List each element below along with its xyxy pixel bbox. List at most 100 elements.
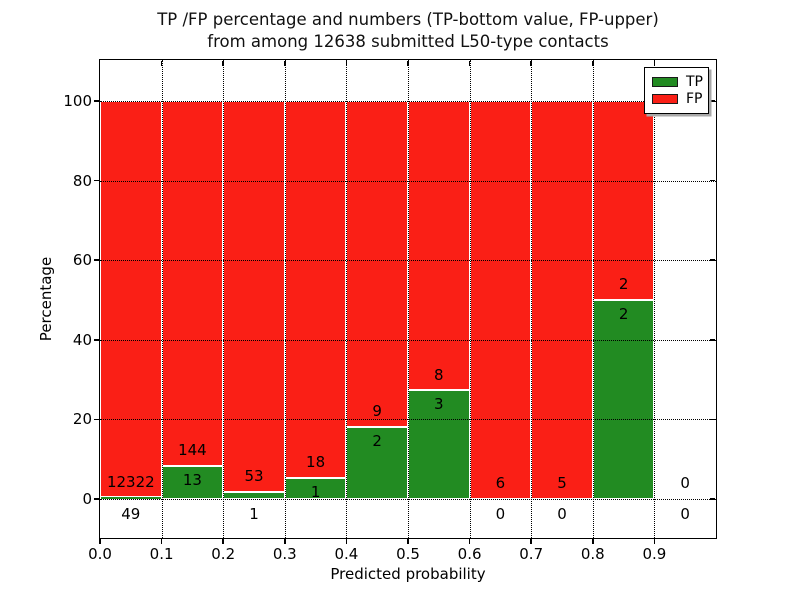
bars-layer [100, 60, 716, 538]
x-tick-top-0.9 [653, 61, 656, 66]
x-tick-top-0.8 [592, 61, 594, 66]
y-tick-left-40 [93, 339, 99, 341]
bar-value-labels-layer: 12322 49 144 13 53 1 18 1 9 2 8 3 6 0 5 0 2 2 0 0 [100, 60, 716, 538]
bar-fp-0.5-0.6 [408, 101, 470, 391]
plot-area: 12322 49 144 13 53 1 18 1 9 2 8 3 6 0 5 0 2 2 0 0 [99, 59, 717, 539]
x-tick-bottom-0.4 [345, 539, 348, 544]
x-tick-label-0.2: 0.2 [211, 545, 236, 563]
gridline-v-0.3 [284, 60, 286, 538]
chart-title-line2: from among 12638 submitted L50-type cont… [207, 32, 609, 51]
bar-label-fp-0.4-0.5: 9 [372, 401, 382, 420]
x-tick-top-0.6 [468, 61, 471, 66]
x-tick-bottom-0.5 [407, 539, 409, 544]
x-tick-bottom-0.9 [653, 539, 656, 544]
bar-fp-0.0-0.1 [100, 101, 162, 498]
bar-label-tp-0.1-0.2: 13 [182, 470, 202, 489]
gridline-v-0.4 [346, 60, 348, 538]
bar-fp-0.8-0.9 [592, 101, 655, 300]
bar-label-fp-0.7-0.8: 5 [557, 474, 567, 493]
legend-item-tp: TP [652, 74, 703, 90]
bar-tp-0.1-0.2 [161, 466, 224, 499]
bar-label-fp-0.2-0.3: 53 [244, 466, 264, 485]
y-tick-label-40: 40 [72, 330, 92, 349]
x-tick-label-0.5: 0.5 [396, 545, 420, 563]
bar-label-fp-0.3-0.4: 18 [306, 453, 326, 472]
gridline-v-0.8 [592, 60, 594, 538]
y-tick-left-0 [93, 498, 99, 500]
y-tick-left-100 [93, 100, 99, 102]
bar-label-tp-0.4-0.5: 2 [372, 431, 382, 450]
y-tick-right-80 [709, 179, 715, 182]
bar-tp-0.5-0.6 [408, 390, 470, 499]
tp-color-swatch [652, 77, 678, 87]
y-tick-right-100 [709, 100, 715, 102]
legend-item-fp: FP [652, 91, 703, 107]
bar-label-fp-0.9-1.0: 0 [680, 474, 690, 493]
x-tick-top-0.4 [345, 61, 348, 66]
y-tick-label-80: 80 [72, 171, 92, 190]
bar-tp-0.0-0.1 [100, 497, 162, 500]
bar-label-tp-0.3-0.4: 1 [310, 482, 321, 501]
x-tick-label-0.8: 0.8 [580, 545, 605, 563]
gridline-v-0.9 [654, 60, 656, 538]
x-tick-top-0.2 [222, 61, 224, 66]
x-tick-bottom-0.1 [160, 539, 163, 544]
bar-label-fp-0.5-0.6: 8 [434, 365, 444, 384]
x-tick-bottom-0.8 [592, 539, 594, 544]
x-tick-top-0.5 [407, 61, 409, 66]
bar-label-tp-0.6-0.7: 0 [495, 504, 506, 523]
bar-tp-0.8-0.9 [592, 300, 655, 499]
bar-label-fp-0.0-0.1: 12322 [106, 472, 155, 491]
y-tick-label-60: 60 [72, 251, 92, 270]
y-tick-label-0: 0 [82, 490, 92, 508]
chart-title: TP /FP percentage and numbers (TP-bottom… [92, 9, 724, 53]
y-tick-left-80 [93, 179, 99, 182]
x-tick-label-0.9: 0.9 [642, 545, 667, 563]
x-tick-bottom-0 [99, 539, 101, 544]
bar-label-fp-0.6-0.7: 6 [495, 474, 506, 493]
gridline-v-0.5 [408, 60, 409, 538]
x-tick-bottom-0.3 [284, 539, 286, 544]
fp-color-swatch [652, 94, 678, 104]
bar-label-tp-0.2-0.3: 1 [249, 504, 259, 523]
bar-fp-0.3-0.4 [284, 101, 347, 479]
x-tick-top-0.3 [284, 61, 286, 66]
bar-label-tp-0.8-0.9: 2 [618, 304, 629, 323]
y-tick-left-60 [93, 259, 99, 261]
bar-label-fp-0.8-0.9: 2 [618, 275, 629, 294]
x-tick-label-0.3: 0.3 [272, 545, 297, 563]
bar-label-fp-0.1-0.2: 144 [178, 441, 207, 460]
legend-label-tp: TP [686, 74, 703, 90]
gridline-v-0.2 [223, 60, 225, 538]
legend: TP FP [644, 67, 709, 114]
x-axis-label: Predicted probability [330, 565, 486, 583]
x-tick-label-0.7: 0.7 [519, 545, 544, 563]
y-tick-right-40 [709, 339, 715, 341]
x-tick-bottom-0.7 [530, 539, 532, 544]
gridline-v-0.1 [161, 60, 163, 538]
y-tick-right-20 [709, 418, 715, 421]
x-tick-bottom-0.6 [468, 539, 471, 544]
x-tick-label-0.4: 0.4 [334, 545, 359, 563]
x-tick-bottom-0.2 [222, 539, 224, 544]
bar-label-tp-0.0-0.1: 49 [121, 504, 141, 523]
y-tick-label-100: 100 [63, 92, 92, 110]
gridline-v-0.7 [531, 60, 533, 538]
x-tick-label-0.6: 0.6 [457, 545, 482, 563]
y-tick-right-0 [709, 498, 715, 500]
x-tick-top-0.7 [530, 61, 532, 66]
y-tick-right-60 [709, 259, 715, 261]
bar-label-tp-0.5-0.6: 3 [434, 395, 444, 414]
legend-label-fp: FP [686, 91, 703, 107]
bar-label-tp-0.9-1.0: 0 [680, 504, 690, 523]
y-tick-label-20: 20 [72, 410, 92, 429]
chart-title-line1: TP /FP percentage and numbers (TP-bottom… [157, 10, 659, 29]
x-tick-top-0.1 [160, 61, 163, 66]
bar-tp-0.4-0.5 [346, 426, 408, 499]
gridlines-layer [100, 60, 716, 538]
x-tick-label-0.1: 0.1 [149, 545, 174, 563]
y-tick-left-20 [93, 418, 99, 421]
gridline-v-0.6 [469, 60, 471, 538]
